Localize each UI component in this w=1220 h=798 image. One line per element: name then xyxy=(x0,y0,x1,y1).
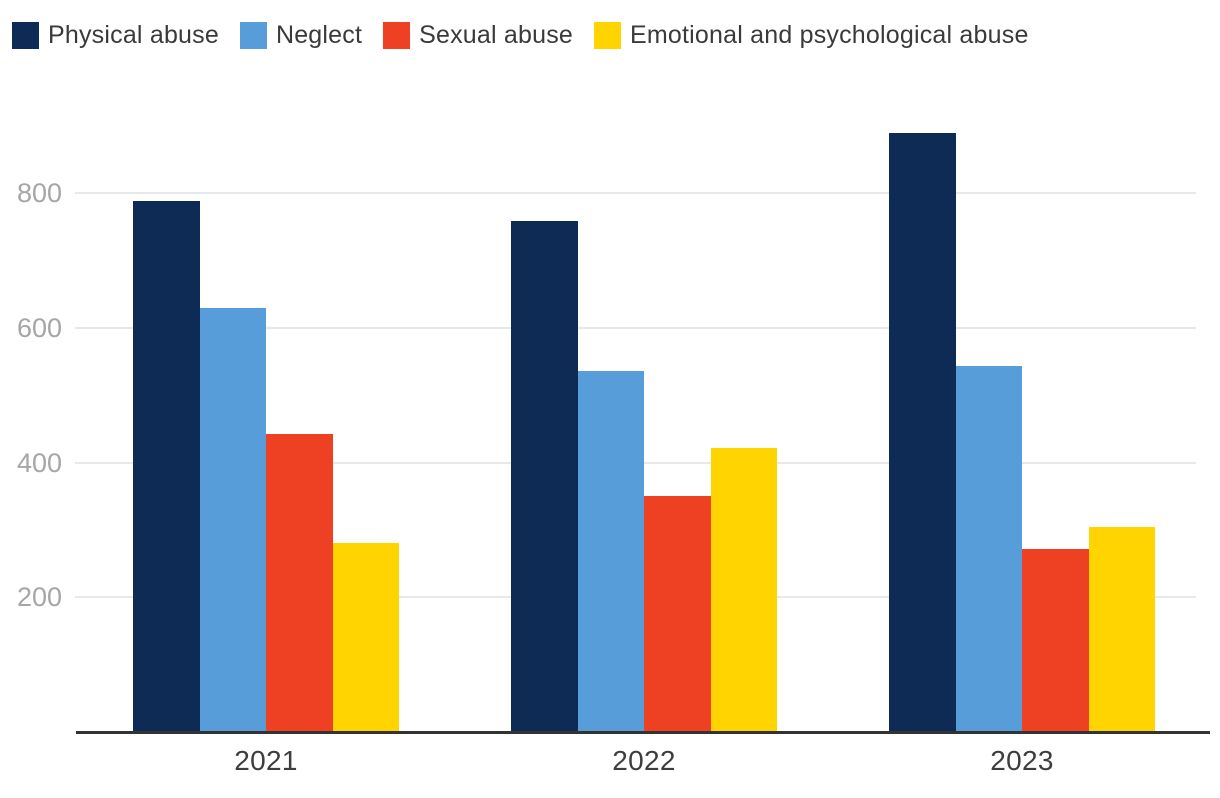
x-tick-label-2021: 2021 xyxy=(234,745,298,776)
bar-neglect-2022 xyxy=(577,371,644,732)
bar-sexual-abuse-2021 xyxy=(266,434,333,732)
bar-sexual-abuse-2023 xyxy=(1022,549,1089,732)
bar-emotional-and-psychological-abuse-2021 xyxy=(332,543,399,732)
gridline-800 xyxy=(75,192,1196,195)
y-tick-label: 800 xyxy=(16,178,62,209)
legend-swatch-emotional-and-psychological-abuse xyxy=(594,22,622,49)
legend-swatch-sexual-abuse xyxy=(383,22,411,49)
y-tick-label: 400 xyxy=(16,447,62,478)
bar-physical-abuse-2023 xyxy=(889,133,956,732)
legend-swatch-physical-abuse xyxy=(12,22,39,49)
legend-label: Emotional and psychological abuse xyxy=(630,21,1029,49)
legend-swatch-neglect xyxy=(239,22,267,49)
gridline-600 xyxy=(75,326,1196,329)
y-tick-label: 600 xyxy=(16,312,62,343)
y-tick-label: 200 xyxy=(16,582,62,613)
legend-item-physical-abuse: Physical abuse xyxy=(12,22,219,49)
legend-item-emotional-and-psychological-abuse: Emotional and psychological abuse xyxy=(594,22,1029,49)
bar-neglect-2021 xyxy=(199,308,266,732)
x-axis-line xyxy=(76,731,1210,734)
bar-emotional-and-psychological-abuse-2023 xyxy=(1088,526,1155,732)
x-tick-label-2023: 2023 xyxy=(990,745,1054,776)
bar-neglect-2023 xyxy=(955,366,1022,732)
bar-sexual-abuse-2022 xyxy=(644,496,711,732)
bar-physical-abuse-2022 xyxy=(511,221,578,732)
legend-item-sexual-abuse: Sexual abuse xyxy=(383,22,573,49)
legend-item-neglect: Neglect xyxy=(239,21,363,49)
legend-label: Neglect xyxy=(275,21,363,49)
legend-label: Physical abuse xyxy=(48,21,219,49)
x-tick-label-2022: 2022 xyxy=(612,745,676,776)
bar-physical-abuse-2021 xyxy=(133,201,200,732)
chart-legend: Physical abuse Neglect Sexual abuse Emotion… xyxy=(12,22,1029,49)
bar-emotional-and-psychological-abuse-2022 xyxy=(710,448,777,732)
legend-label: Sexual abuse xyxy=(419,21,574,49)
